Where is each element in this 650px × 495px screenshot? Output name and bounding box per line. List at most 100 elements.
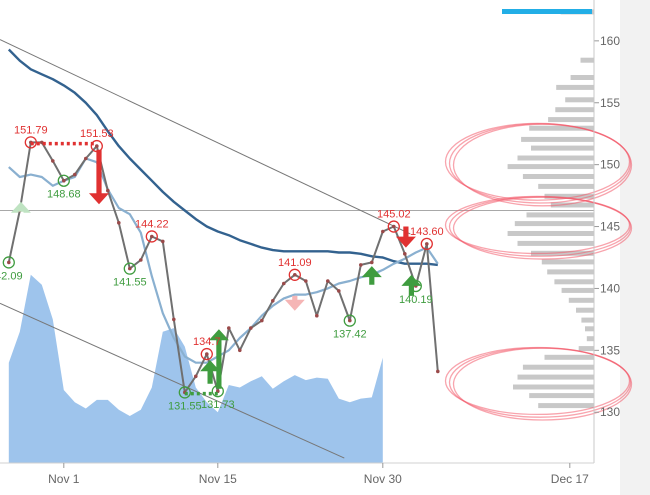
volume-profile-bar — [555, 107, 594, 113]
price-point — [370, 260, 374, 265]
axes: 130 135 140 145 150 155 160 Nov 1 Nov 15 Nov 30 De… — [0, 0, 620, 486]
volume-profile — [507, 9, 594, 409]
price-point — [315, 313, 319, 318]
pivot-markers — [2, 136, 433, 399]
price-point — [51, 159, 55, 163]
volume-profile-bar — [550, 202, 594, 208]
y-tick-label: 130 — [600, 405, 620, 419]
volume-profile-bar — [507, 164, 594, 170]
highlight-zones — [444, 122, 633, 421]
price-point — [337, 289, 341, 293]
x-tick-label: Nov 15 — [199, 472, 237, 486]
pivot-high-marker — [288, 268, 301, 281]
price-point — [7, 260, 11, 265]
pivot-label: 151.53 — [80, 128, 114, 140]
volume-profile-bar — [568, 297, 594, 303]
pivot-high-marker — [387, 220, 400, 233]
volume-profile-bar — [561, 287, 594, 293]
volume-profile-bar — [585, 326, 594, 332]
pivot-high-marker — [200, 347, 213, 361]
volume-profile-bar — [531, 250, 594, 256]
volume-profile-bar — [531, 145, 594, 151]
volume-profile-bar — [556, 84, 594, 90]
pivot-label: 141.55 — [113, 277, 147, 289]
volume-profile-bar — [580, 57, 594, 63]
volume-profile-bar — [517, 374, 594, 380]
pivot-label: 145.02 — [377, 209, 411, 221]
price-point — [304, 279, 308, 283]
volume-profile-bar — [547, 269, 594, 275]
series-lines — [7, 48, 440, 395]
price-point — [392, 224, 396, 229]
price-point — [161, 239, 165, 244]
price-point — [293, 273, 297, 277]
pivot-low-marker — [343, 314, 356, 327]
price-point — [348, 318, 352, 323]
pivot-low-marker — [178, 386, 191, 399]
pivot-high-marker — [24, 136, 37, 149]
price-point — [73, 172, 77, 177]
price-point — [359, 263, 363, 267]
trend-line — [0, 39, 411, 235]
down-arrow — [89, 149, 109, 205]
top-indicator-bar — [502, 9, 592, 14]
y-tick-label: 160 — [600, 34, 620, 48]
price-point — [95, 144, 99, 148]
pivot-label: 131.73 — [201, 399, 235, 411]
volume-profile-bar — [538, 183, 594, 189]
up-arrow — [361, 266, 382, 285]
volume-profile-bar — [576, 307, 594, 313]
volume-area — [8, 274, 383, 463]
y-tick-label: 140 — [600, 281, 620, 295]
trend-line — [0, 302, 345, 459]
price-point — [139, 258, 143, 262]
volume-profile-bar — [578, 346, 594, 352]
volume-profile-bar — [554, 279, 594, 285]
price-point — [150, 234, 154, 239]
volume-profile-bar — [538, 403, 594, 409]
volume-profile-bar — [529, 393, 594, 399]
pivot-label: 134.7 — [193, 336, 221, 348]
pivot-high-marker — [145, 230, 158, 243]
price-point — [249, 326, 253, 330]
down-arrow — [395, 226, 416, 248]
price-point — [238, 348, 242, 353]
price-point — [117, 221, 121, 225]
volume-profile-bar — [507, 231, 594, 236]
volume-profile-bar — [544, 193, 594, 199]
highlight-zone-stroke — [452, 123, 633, 207]
price-point — [40, 140, 44, 145]
y-tick-label: 135 — [600, 343, 620, 357]
price-point — [381, 229, 385, 234]
pivot-label: 137.42 — [333, 329, 367, 341]
pivot-label: 148.68 — [47, 189, 81, 201]
volume-profile-bar — [548, 117, 594, 123]
pivot-label: 42.09 — [0, 270, 23, 282]
pivot-high-marker — [90, 139, 103, 153]
volume-profile-bar — [526, 212, 594, 218]
volume-profile-bar — [521, 136, 594, 142]
volume-profile-bar — [517, 155, 594, 161]
volume-profile-bar — [513, 384, 594, 390]
up-arrow — [401, 274, 422, 296]
pivot-labels: 151.79 151.53 148.68 144.22 141.55 134.7 131.5… — [0, 124, 444, 412]
price-point — [62, 178, 66, 183]
volume-profile-bar — [581, 317, 594, 323]
price-point — [205, 352, 209, 356]
x-tick-label: Dec 17 — [551, 472, 589, 486]
price-point — [227, 326, 231, 330]
x-tick-label: Nov 1 — [48, 472, 80, 486]
volume-profile-bar — [522, 174, 594, 179]
pivot-label: 131.55 — [168, 400, 202, 412]
volume-profile-bar — [570, 75, 594, 80]
slow-average-line — [7, 48, 438, 267]
price-point — [425, 242, 429, 246]
volume-profile-bar — [541, 259, 594, 265]
price-line — [7, 141, 439, 394]
volume-profile-bar — [522, 364, 594, 370]
volume-profile-bar — [529, 125, 594, 131]
area-series — [8, 274, 383, 463]
up-arrow — [200, 360, 221, 384]
price-point — [282, 281, 286, 286]
